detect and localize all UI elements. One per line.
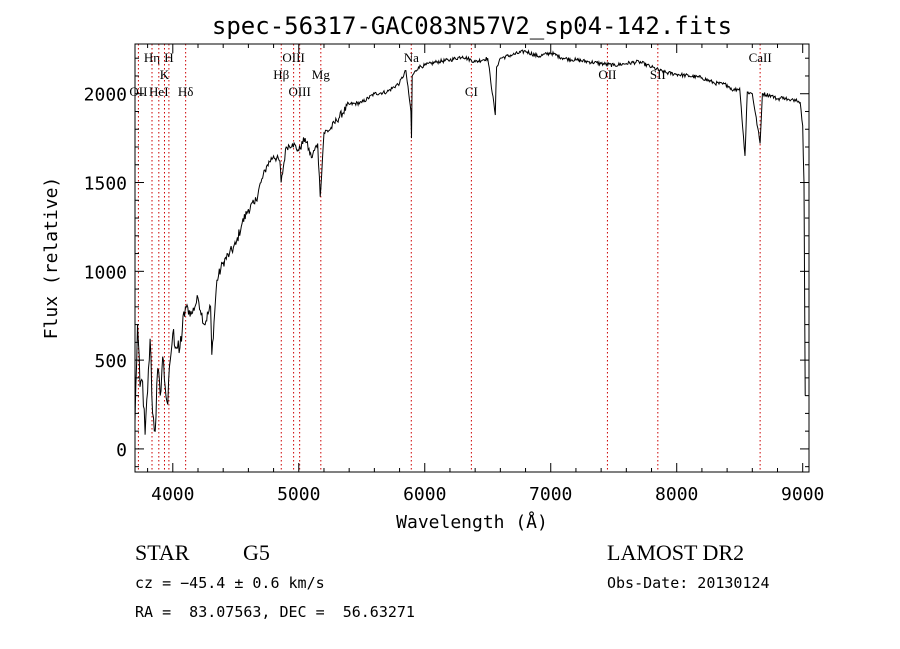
line-marker-label: CI (465, 84, 478, 99)
x-tick-label: 4000 (151, 484, 194, 505)
object-subclass: G5 (243, 540, 270, 565)
line-marker-label: CaII (749, 50, 772, 65)
y-axis-label: Flux (relative) (41, 177, 62, 340)
y-tick-label: 0 (116, 440, 127, 461)
chart-title: spec-56317-GAC083N57V2_sp04-142.fits (212, 12, 732, 40)
y-tick-label: 1500 (84, 174, 127, 195)
x-tick-label: 9000 (781, 484, 824, 505)
spectrum-series (134, 49, 806, 435)
y-tick-label: 2000 (84, 85, 127, 106)
x-tick-label: 7000 (529, 484, 572, 505)
observation-date: Obs-Date: 20130124 (607, 574, 770, 592)
line-marker-label: HeI (149, 84, 169, 99)
line-marker-label: Na (404, 50, 419, 65)
y-tick-label: 500 (94, 351, 127, 372)
line-marker-label: OIII (282, 50, 304, 65)
spectrum-line (134, 49, 806, 435)
redshift-info: cz = −45.4 ± 0.6 km/s (135, 574, 325, 592)
line-marker-label: Hβ (273, 67, 289, 82)
x-tick-label: 8000 (655, 484, 698, 505)
x-axis: 4000 5000 6000 7000 8000 9000 (147, 44, 824, 505)
y-axis: 0 500 1000 1500 2000 (84, 57, 809, 468)
x-tick-label: 6000 (403, 484, 446, 505)
line-marker-label: K (160, 67, 170, 82)
line-marker-label: OIII (288, 84, 310, 99)
line-marker-label: Hη (144, 50, 160, 65)
line-marker-label: H (164, 50, 173, 65)
survey-name: LAMOST DR2 (607, 540, 745, 565)
line-marker-label: Mg (312, 67, 331, 82)
line-marker-label: OII (598, 67, 616, 82)
line-marker-label: OII (129, 84, 147, 99)
plot-frame (134, 43, 810, 473)
coordinates: RA = 83.07563, DEC = 56.63271 (135, 603, 415, 621)
line-marker-label: Hδ (178, 84, 194, 99)
x-tick-label: 5000 (277, 484, 320, 505)
object-class: STAR (135, 540, 190, 565)
y-tick-label: 1000 (84, 262, 127, 283)
spectrum-chart: spec-56317-GAC083N57V2_sp04-142.fits OII… (41, 12, 824, 533)
x-axis-label: Wavelength (Å) (396, 511, 548, 533)
